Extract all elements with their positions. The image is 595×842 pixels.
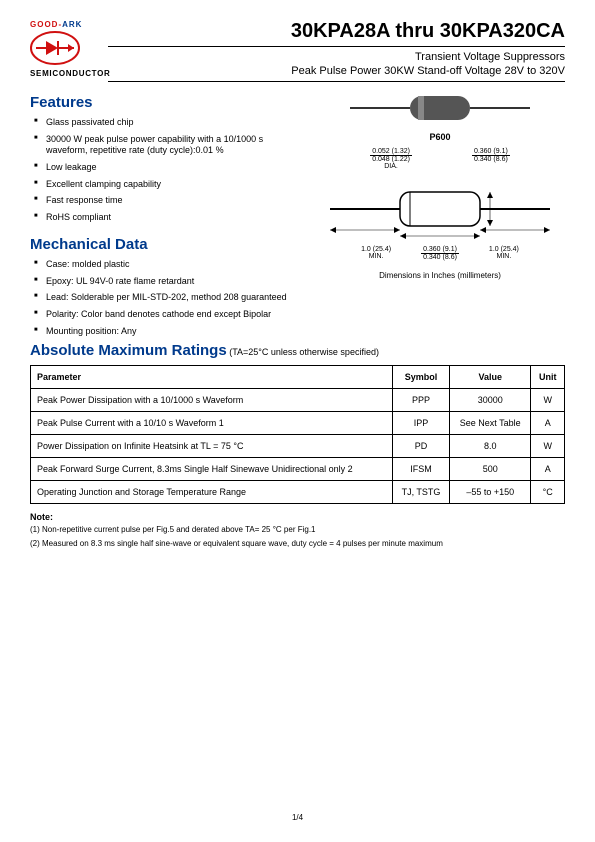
note-line: (2) Measured on 8.3 ms single half sine-…	[30, 539, 565, 549]
col-value: Value	[450, 366, 531, 389]
col-parameter: Parameter	[31, 366, 393, 389]
page-number: 1/4	[0, 813, 595, 822]
cell: 8.0	[450, 435, 531, 458]
left-column: Features Glass passivated chip 30000 W p…	[30, 82, 305, 342]
dim-value: 1.0 (25.4)	[361, 246, 391, 253]
table-row: Operating Junction and Storage Temperatu…	[31, 481, 565, 504]
features-heading: Features	[30, 94, 305, 111]
table-row: Power Dissipation on Infinite Heatsink a…	[31, 435, 565, 458]
cell: W	[531, 389, 565, 412]
logo-bottom-text: SEMICONDUCTOR	[30, 69, 98, 78]
list-item: RoHS compliant	[34, 212, 305, 224]
subtitle-line-2: Peak Pulse Power 30KW Stand-off Voltage …	[108, 65, 565, 82]
logo-text-blue: ARK	[62, 20, 82, 29]
mechanical-heading: Mechanical Data	[30, 236, 305, 253]
dimension-caption: Dimensions in Inches (millimeters)	[379, 271, 501, 280]
mechanical-drawing-icon	[325, 174, 555, 244]
cell: IFSM	[392, 458, 449, 481]
cell: A	[531, 412, 565, 435]
list-item: Polarity: Color band denotes cathode end…	[34, 309, 305, 321]
list-item: Epoxy: UL 94V-0 rate flame retardant	[34, 276, 305, 288]
cell: –55 to +150	[450, 481, 531, 504]
cell: TJ, TSTG	[392, 481, 449, 504]
list-item: Lead: Solderable per MIL-STD-202, method…	[34, 292, 305, 304]
list-item: Excellent clamping capability	[34, 179, 305, 191]
dim-value: 0.052 (1.32)	[370, 148, 412, 156]
cell: 500	[450, 458, 531, 481]
logo-text-red: GOOD	[30, 20, 58, 29]
dim-value: 0.048 (1.22)	[370, 156, 412, 163]
list-item: Fast response time	[34, 195, 305, 207]
list-item: Glass passivated chip	[34, 117, 305, 129]
logo-icon	[30, 31, 80, 65]
ratings-condition: (TA=25°C unless otherwise specified)	[227, 347, 379, 357]
col-symbol: Symbol	[392, 366, 449, 389]
title-block: 30KPA28A thru 30KPA320CA Transient Volta…	[108, 20, 565, 82]
dimension-top-row: 0.052 (1.32) 0.048 (1.22) DIA. 0.360 (9.…	[370, 148, 510, 170]
dim-value: 0.340 (8.6)	[472, 156, 510, 163]
list-item: Case: molded plastic	[34, 259, 305, 271]
features-package-row: Features Glass passivated chip 30000 W p…	[30, 82, 565, 342]
features-list: Glass passivated chip 30000 W peak pulse…	[30, 117, 305, 224]
list-item: Low leakage	[34, 162, 305, 174]
company-logo: GOOD-ARK SEMICONDUCTOR	[30, 20, 98, 78]
dim-value: 1.0 (25.4)	[489, 246, 519, 253]
ratings-table: Parameter Symbol Value Unit Peak Power D…	[30, 365, 565, 504]
cell: Peak Power Dissipation with a 10/1000 s …	[31, 389, 393, 412]
cell: W	[531, 435, 565, 458]
list-item: Mounting position: Any	[34, 326, 305, 338]
dim-label: MIN.	[361, 253, 391, 260]
subtitle-line-1: Transient Voltage Suppressors	[108, 51, 565, 63]
cell: PD	[392, 435, 449, 458]
dimension-dia: 0.052 (1.32) 0.048 (1.22) DIA.	[370, 148, 412, 170]
package-column: P600 0.052 (1.32) 0.048 (1.22) DIA. 0.36…	[315, 82, 565, 342]
dimension-lead-left: 1.0 (25.4) MIN.	[361, 246, 391, 261]
dim-value: 0.360 (9.1)	[472, 148, 510, 156]
dimension-lead-right: 1.0 (25.4) MIN.	[489, 246, 519, 261]
logo-top-text: GOOD-ARK	[30, 20, 98, 29]
dimension-bottom-row: 1.0 (25.4) MIN. 0.360 (9.1) 0.340 (8.6) …	[361, 246, 519, 261]
notes-heading: Note:	[30, 512, 565, 522]
cell: Operating Junction and Storage Temperatu…	[31, 481, 393, 504]
cell: See Next Table	[450, 412, 531, 435]
table-row: Peak Pulse Current with a 10/10 s Wavefo…	[31, 412, 565, 435]
cell: 30000	[450, 389, 531, 412]
dim-label: MIN.	[489, 253, 519, 260]
cell: IPP	[392, 412, 449, 435]
dimension-body: 0.360 (9.1) 0.340 (8.6)	[472, 148, 510, 170]
ratings-section: Absolute Maximum Ratings (TA=25°C unless…	[30, 342, 565, 504]
table-row: Peak Power Dissipation with a 10/1000 s …	[31, 389, 565, 412]
dim-value: 0.340 (8.6)	[421, 254, 459, 261]
dim-label: DIA.	[370, 163, 412, 170]
cell: Peak Forward Surge Current, 8.3ms Single…	[31, 458, 393, 481]
package-outline-icon	[340, 88, 540, 128]
header-row: GOOD-ARK SEMICONDUCTOR 30KPA28A thru 30K…	[30, 20, 565, 82]
table-header-row: Parameter Symbol Value Unit	[31, 366, 565, 389]
cell: °C	[531, 481, 565, 504]
dim-value: 0.360 (9.1)	[421, 246, 459, 254]
cell: Power Dissipation on Infinite Heatsink a…	[31, 435, 393, 458]
notes-section: Note: (1) Non-repetitive current pulse p…	[30, 512, 565, 549]
dimension-body-2: 0.360 (9.1) 0.340 (8.6)	[421, 246, 459, 261]
cell: Peak Pulse Current with a 10/10 s Wavefo…	[31, 412, 393, 435]
package-label: P600	[429, 132, 450, 142]
col-unit: Unit	[531, 366, 565, 389]
note-line: (1) Non-repetitive current pulse per Fig…	[30, 525, 565, 535]
page-title: 30KPA28A thru 30KPA320CA	[108, 20, 565, 47]
mechanical-list: Case: molded plastic Epoxy: UL 94V-0 rat…	[30, 259, 305, 337]
list-item: 30000 W peak pulse power capability with…	[34, 134, 305, 157]
cell: A	[531, 458, 565, 481]
table-row: Peak Forward Surge Current, 8.3ms Single…	[31, 458, 565, 481]
cell: PPP	[392, 389, 449, 412]
ratings-heading: Absolute Maximum Ratings	[30, 342, 227, 359]
